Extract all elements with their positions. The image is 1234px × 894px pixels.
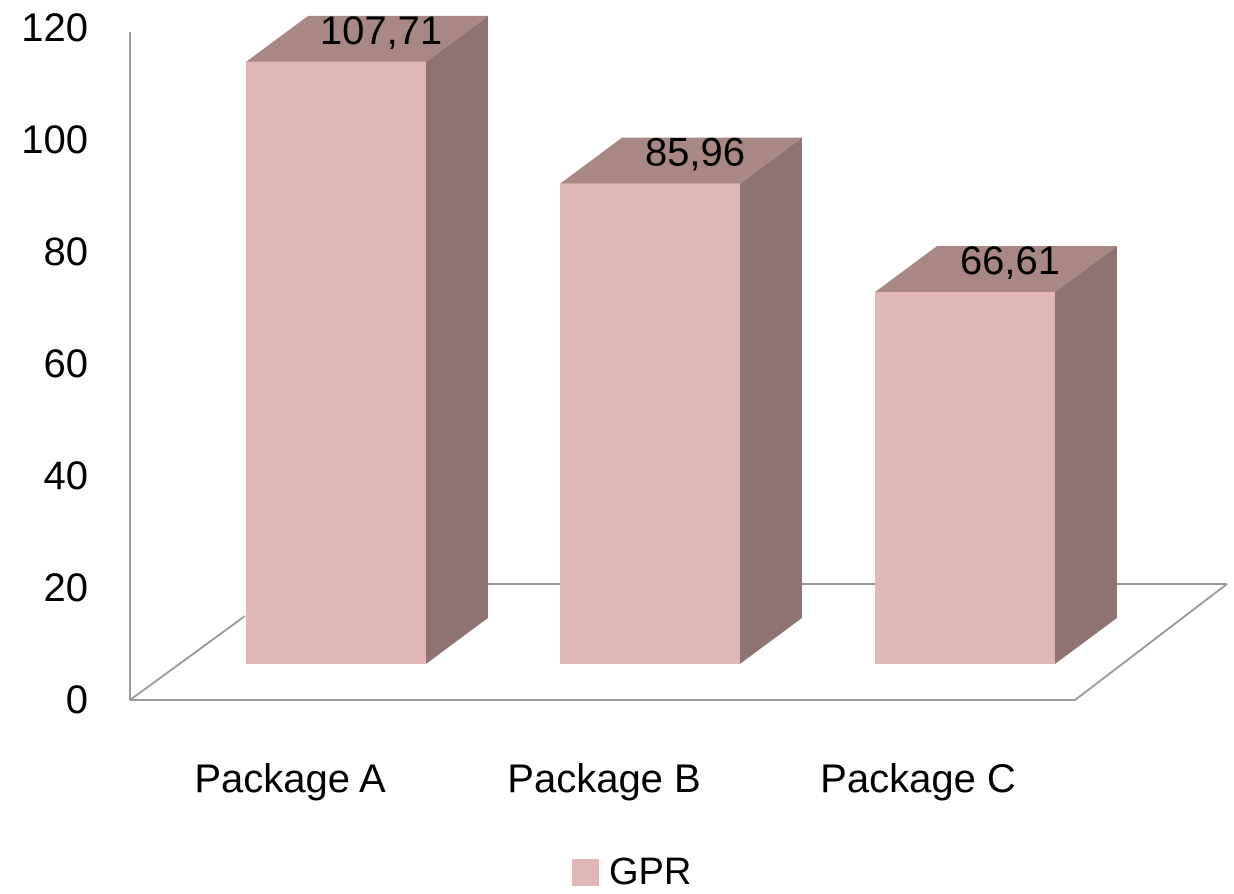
y-tick-label: 80: [44, 230, 89, 274]
y-tick-label: 40: [44, 454, 89, 498]
bar: [560, 137, 802, 664]
bar-front: [560, 183, 740, 664]
x-tick-label: Package C: [820, 757, 1016, 801]
bar-side: [740, 137, 802, 664]
bar-front: [246, 61, 426, 665]
data-label: 107,71: [320, 9, 442, 53]
y-tick-label: 100: [21, 118, 88, 162]
bar-front: [875, 291, 1055, 664]
y-tick-label: 60: [44, 342, 89, 386]
legend-swatch: [572, 858, 599, 886]
data-label: 66,61: [960, 239, 1060, 283]
legend-label-gpr: GPR: [609, 851, 692, 893]
x-tick-label: Package B: [507, 757, 700, 801]
legend: GPR: [572, 852, 691, 892]
y-tick-label: 0: [66, 678, 88, 722]
y-tick-label: 120: [21, 6, 88, 50]
bar: [246, 15, 488, 665]
bar-top: [560, 137, 802, 184]
bar-side: [1055, 245, 1117, 664]
y-tick-label: 20: [44, 566, 89, 610]
data-label: 85,96: [645, 131, 745, 175]
bar-top: [246, 15, 488, 62]
floor-left-edge: [129, 615, 246, 701]
bar: [875, 245, 1117, 664]
bar-side: [426, 15, 488, 665]
bar-top: [875, 245, 1117, 292]
x-tick-label: Package A: [194, 757, 386, 801]
floor-front-edge: [130, 583, 1228, 701]
